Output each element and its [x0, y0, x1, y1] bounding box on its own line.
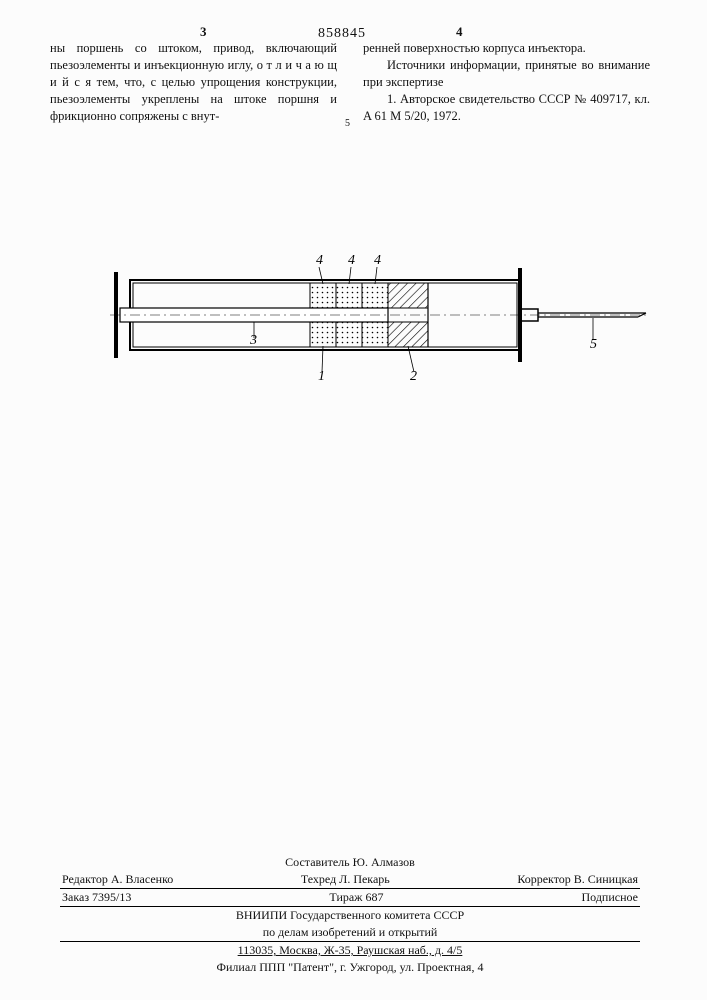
right-column-text-1: ренней поверхностью корпуса инъектора.	[363, 40, 650, 57]
right-column-heading: Источники информации, принятые во вниман…	[363, 57, 650, 91]
syringe-figure: 1 2 3 4 4 4 5	[60, 240, 660, 390]
right-column-reference: 1. Авторское свидетельство СССР № 409717…	[363, 91, 650, 125]
footer-podpisnoe: Подписное	[582, 890, 639, 905]
svg-text:4: 4	[374, 253, 381, 268]
svg-text:3: 3	[249, 333, 257, 348]
footer-block: Составитель Ю. Алмазов Редактор А. Власе…	[60, 854, 640, 976]
footer-corrector: Корректор В. Синицкая	[517, 872, 638, 887]
footer-address: 113035, Москва, Ж-35, Раушская наб., д. …	[60, 942, 640, 959]
footer-org1: ВНИИПИ Государственного комитета СССР	[60, 907, 640, 924]
footer-org2: по делам изобретений и открытий	[60, 924, 640, 941]
footer-credits-row: Редактор А. Власенко Техред Л. Пекарь Ко…	[60, 871, 640, 889]
footer-compiler: Составитель Ю. Алмазов	[60, 854, 640, 871]
footer-editor: Редактор А. Власенко	[62, 872, 173, 887]
svg-text:4: 4	[348, 253, 355, 268]
svg-text:2: 2	[410, 369, 417, 384]
footer-filial: Филиал ППП "Патент", г. Ужгород, ул. Про…	[60, 959, 640, 976]
footer-techred: Техред Л. Пекарь	[301, 872, 390, 887]
right-column: ренней поверхностью корпуса инъектора. И…	[363, 40, 650, 124]
left-column: ны поршень со штоком, привод, включающий…	[50, 40, 337, 124]
svg-text:5: 5	[590, 337, 597, 352]
left-column-text: ны поршень со штоком, привод, включающий…	[50, 40, 337, 124]
body-columns: ны поршень со штоком, привод, включающий…	[50, 40, 650, 124]
footer-tirazh: Тираж 687	[329, 890, 383, 905]
right-column-number: 4	[456, 24, 463, 40]
left-column-number: 3	[200, 24, 207, 40]
footer-order-row: Заказ 7395/13 Тираж 687 Подписное	[60, 889, 640, 907]
svg-text:1: 1	[318, 369, 325, 384]
svg-text:4: 4	[316, 253, 323, 268]
footer-order: Заказ 7395/13	[62, 890, 131, 905]
